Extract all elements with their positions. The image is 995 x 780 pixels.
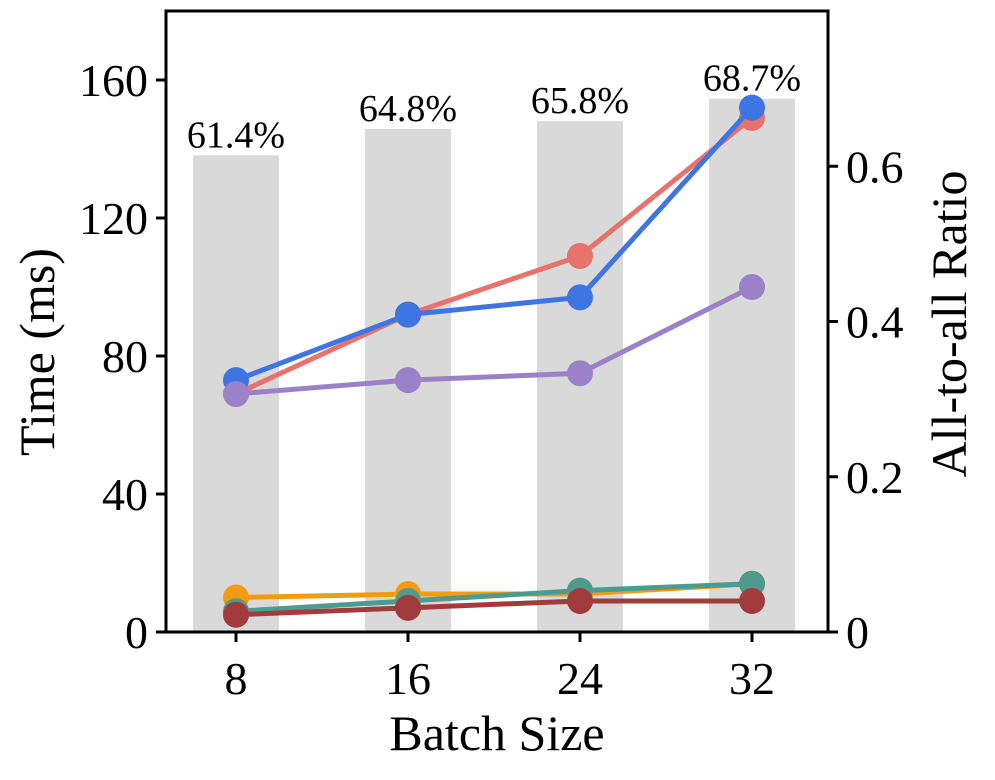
series-line-blue (233, 105, 755, 383)
labels-layer: 61.4% 64.8% 65.8% 68.7% (187, 58, 801, 157)
series-point-purple (395, 367, 421, 394)
series-line-red (233, 115, 755, 397)
series-blue (223, 94, 765, 394)
x-tick-label: 16 (385, 653, 431, 704)
y-right-tick-label: 0 (846, 607, 869, 658)
x-tick-label: 24 (557, 653, 603, 704)
series-point-purple (223, 380, 249, 407)
y-left-tick-label: 0 (125, 607, 148, 658)
y-left-tick-label: 40 (102, 469, 148, 520)
series-point-purple (567, 360, 593, 387)
y-left-tick-label: 80 (102, 331, 148, 382)
x-tick-label: 32 (729, 653, 775, 704)
ratio-bar-label: 68.7% (703, 58, 801, 100)
y-left-tick-label: 120 (79, 193, 148, 244)
series-point-dark-red (223, 601, 249, 628)
ratio-bar-label: 64.8% (359, 88, 457, 130)
y-axis-title-left: Time (ms) (9, 248, 65, 456)
series-point-dark-red (739, 587, 765, 614)
ratio-bar-label: 61.4% (187, 114, 285, 156)
bars-layer (193, 98, 795, 633)
x-tick-label: 8 (225, 653, 248, 704)
y-right-tick-label: 0.2 (846, 452, 904, 503)
series-point-blue (395, 301, 421, 328)
ratio-bar-label: 65.8% (531, 80, 629, 122)
series-point-dark-red (567, 587, 593, 614)
series-line-dark-red (233, 598, 755, 618)
ratio-bar (709, 98, 795, 632)
series-point-blue (567, 284, 593, 311)
x-axis-title: Batch Size (389, 705, 604, 761)
series-point-red (567, 242, 593, 269)
y-axis-title-right: All-to-all Ratio (921, 171, 977, 478)
series-dark-red (223, 587, 765, 628)
y-left-tick-label: 160 (79, 55, 148, 106)
series-point-purple (739, 274, 765, 300)
y-right-tick-label: 0.4 (846, 297, 904, 348)
series-purple (223, 274, 765, 407)
lines-layer (223, 94, 765, 628)
series-point-blue (739, 94, 765, 121)
series-point-dark-red (395, 594, 421, 621)
series-line-teal (233, 581, 755, 614)
series-red (223, 104, 765, 407)
axes-layer: 0 40 80 120 160 0 0.2 0.4 0.6 8 16 24 32 (79, 9, 904, 704)
series-line-purple (233, 284, 755, 397)
y-right-tick-label: 0.6 (846, 141, 904, 192)
